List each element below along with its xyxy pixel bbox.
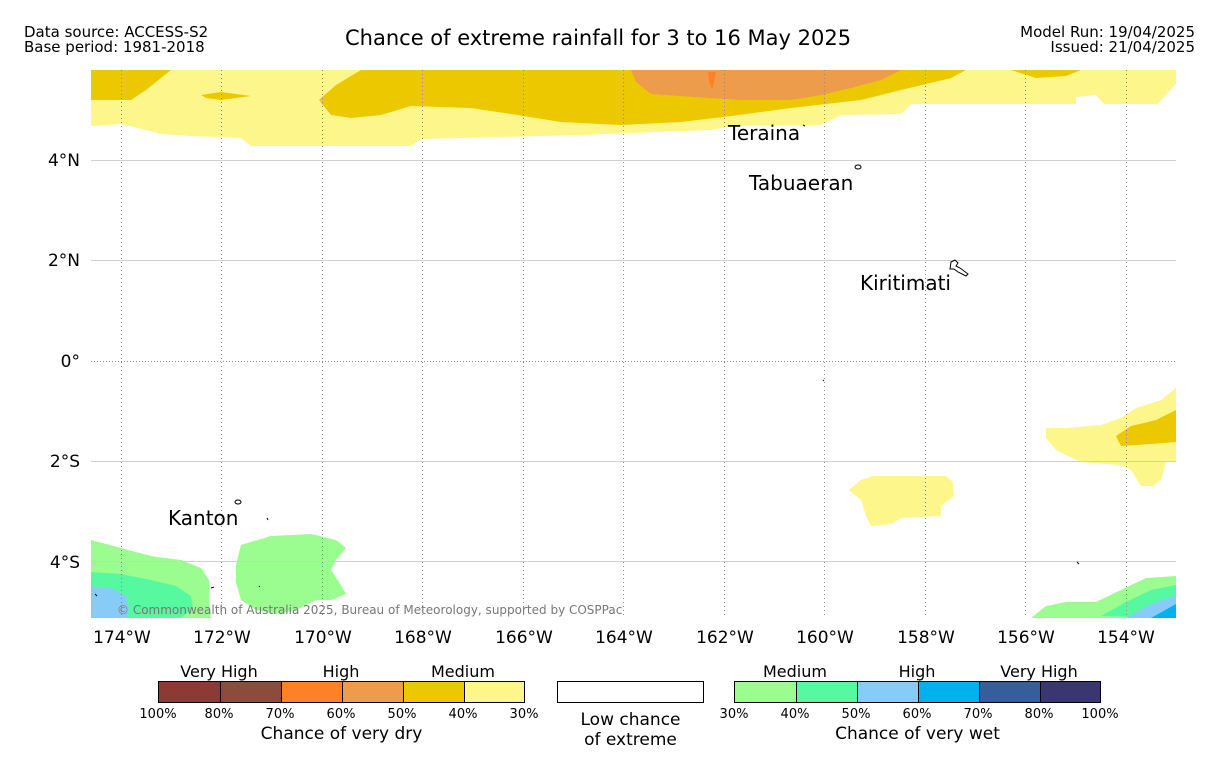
- legend-wet-colorbar: [734, 681, 1101, 703]
- islet-icon-3: [210, 586, 215, 589]
- issued-text: Issued: 21/04/2025: [1050, 38, 1195, 56]
- lon-label: 166°W: [495, 628, 553, 648]
- legend-swatch: [857, 682, 919, 702]
- legend-dry-caption: Chance of very dry: [260, 724, 423, 744]
- legend-swatch: [342, 682, 404, 702]
- lon-label: 164°W: [595, 628, 653, 648]
- legend-swatch: [281, 682, 343, 702]
- longitude-gridlines: [121, 70, 1127, 618]
- dry-medium-dark-region-north-4: [1011, 70, 1081, 78]
- legend-wet-label: Very High: [1000, 662, 1078, 681]
- dry-medium-dark-region-southeast: [1116, 410, 1176, 446]
- place-label-teraina: Teraina: [728, 121, 801, 145]
- lat-label: 4°N: [47, 151, 80, 171]
- place-label-kiritimati: Kiritimati: [860, 271, 951, 295]
- lon-label: 168°W: [394, 628, 452, 648]
- teraina-island-icon: [802, 124, 806, 127]
- kiritimati-island-icon: [949, 259, 969, 277]
- legend-dry-colorbar: [158, 681, 525, 703]
- lon-label: 172°W: [193, 628, 251, 648]
- legend-neutral-box: [557, 681, 704, 703]
- copyright-text: © Commonwealth of Australia 2025, Bureau…: [117, 603, 623, 617]
- kanton-island-icon: [234, 499, 242, 505]
- lon-label: 158°W: [897, 628, 955, 648]
- legend-swatch: [220, 682, 282, 702]
- model-run-text: Model Run: 19/04/2025: [1020, 23, 1195, 41]
- lon-label: 156°W: [997, 628, 1055, 648]
- legend-swatch: [796, 682, 858, 702]
- legend-wet-label: Medium: [763, 662, 827, 681]
- islet-icon: [266, 517, 269, 521]
- map-title: Chance of extreme rainfall for 3 to 16 M…: [345, 26, 852, 50]
- legend-wet-label: High: [898, 662, 936, 681]
- lat-label: 4°S: [49, 553, 80, 573]
- dry-medium-region-central: [849, 476, 954, 526]
- lon-label: 160°W: [796, 628, 854, 648]
- legend-tick: 100%: [1081, 707, 1119, 722]
- lat-label: 2°S: [49, 452, 80, 472]
- legend-neutral-line2: of extreme: [584, 730, 677, 750]
- legend-dry-label: Very High: [180, 662, 258, 681]
- legend-swatch: [918, 682, 980, 702]
- legend-swatch: [159, 682, 220, 702]
- legend-wet-caption: Chance of very wet: [835, 724, 1000, 744]
- lat-label: 2°N: [47, 251, 80, 271]
- wet-medium-region-southwest-2: [236, 534, 346, 614]
- legend-swatch: [464, 682, 524, 702]
- legend-tick: 60%: [326, 707, 356, 722]
- legend-neutral-line1: Low chance: [580, 710, 681, 730]
- island-outlines: [94, 124, 1080, 597]
- islet-icon-4: [258, 585, 261, 588]
- wet-very-high-region-southeast: [1151, 604, 1176, 618]
- dry-very-high-spot: [708, 72, 716, 90]
- place-label-kanton: Kanton: [168, 506, 239, 530]
- legend-swatch: [979, 682, 1041, 702]
- legend-tick: 100%: [139, 707, 177, 722]
- latitude-gridlines: [91, 160, 1176, 562]
- legend-dry-label: Medium: [431, 662, 495, 681]
- legend-tick: 40%: [780, 707, 810, 722]
- lon-label: 154°W: [1097, 628, 1155, 648]
- lon-label: 170°W: [294, 628, 352, 648]
- dry-medium-dark-region-north-2: [201, 92, 251, 100]
- dry-high-region-north-2: [721, 70, 761, 72]
- legend-tick: 70%: [963, 707, 993, 722]
- lat-label: 0°: [60, 352, 80, 372]
- legend-swatch: [1040, 682, 1100, 702]
- legend-tick: 70%: [265, 707, 295, 722]
- dry-high-region-north: [631, 70, 901, 100]
- legend-tick: 50%: [387, 707, 417, 722]
- lon-label: 174°W: [93, 628, 151, 648]
- legend-dry-label: High: [322, 662, 360, 681]
- legend-swatch: [735, 682, 796, 702]
- legend-tick: 80%: [204, 707, 234, 722]
- legend-tick: 50%: [841, 707, 871, 722]
- islet-icon-6: [94, 593, 98, 597]
- data-source-text: Data source: ACCESS-S2: [24, 23, 209, 41]
- base-period-text: Base period: 1981-2018: [24, 38, 205, 56]
- lon-label: 162°W: [696, 628, 754, 648]
- legend-tick: 40%: [448, 707, 478, 722]
- place-label-tabuaeran: Tabuaeran: [749, 171, 854, 195]
- legend-tick: 60%: [902, 707, 932, 722]
- legend-tick: 80%: [1024, 707, 1054, 722]
- legend-tick: 30%: [509, 707, 539, 722]
- dry-medium-dark-region-north: [91, 70, 171, 100]
- islet-icon-5: [1076, 561, 1080, 565]
- legend-swatch: [403, 682, 465, 702]
- rainfall-map: [91, 70, 1176, 618]
- islet-icon-2: [822, 379, 825, 382]
- legend-tick: 30%: [719, 707, 749, 722]
- tabuaeran-island-icon: [854, 164, 862, 170]
- wet-high2-region-southwest: [91, 586, 129, 618]
